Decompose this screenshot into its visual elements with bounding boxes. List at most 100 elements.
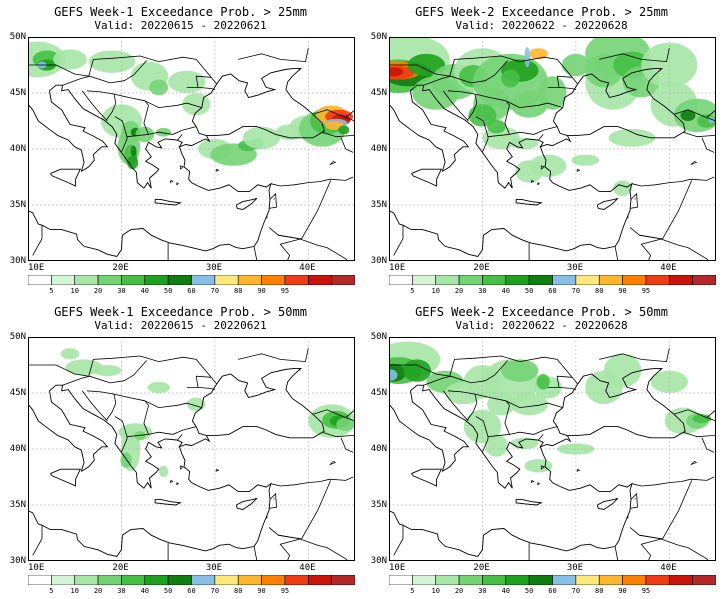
probability-contour <box>336 417 355 432</box>
panel-title: GEFS Week-2 Exceedance Prob. > 50mm <box>415 305 668 319</box>
coastline <box>659 368 663 371</box>
probability-contour <box>561 53 590 77</box>
colorbar-label: 90 <box>257 287 266 295</box>
probability-contour <box>501 69 520 88</box>
country-border <box>423 60 508 86</box>
longitude-label: 30E <box>566 563 584 573</box>
colorbar-swatch <box>121 575 146 585</box>
coastline <box>411 168 443 187</box>
latitude-label: 50N <box>370 332 387 342</box>
colorbar-label: 60 <box>187 287 196 295</box>
probability-contour <box>338 125 350 135</box>
country-border <box>389 55 579 85</box>
probability-contour <box>680 109 696 121</box>
colorbar-swatch <box>261 275 286 285</box>
coastline <box>50 168 82 187</box>
country-border <box>301 480 332 539</box>
country-border <box>144 400 202 409</box>
country-border <box>113 393 150 438</box>
colorbar-swatch <box>528 275 553 285</box>
latitude-label: 45N <box>9 388 26 398</box>
country-border <box>683 131 716 138</box>
panel-valid-dates: Valid: 20220615 - 20220621 <box>94 19 267 32</box>
country-border <box>547 387 577 390</box>
coastline <box>298 368 302 371</box>
colorbar-label: 90 <box>618 587 627 595</box>
latitude-label: 50N <box>9 332 26 342</box>
colorbar-swatch <box>74 275 99 285</box>
latitude-label: 35N <box>370 500 387 510</box>
probability-map <box>28 337 355 561</box>
country-border <box>345 409 355 418</box>
colorbar-label: 20 <box>454 287 464 295</box>
colorbar-swatch <box>28 275 52 285</box>
longitude-label: 20E <box>112 263 129 273</box>
country-border <box>509 126 558 135</box>
colorbar-label: 10 <box>70 287 79 295</box>
colorbar <box>389 275 716 285</box>
country-border <box>268 492 277 509</box>
colorbar-label: 70 <box>571 287 581 295</box>
colorbar-label: 50 <box>524 287 534 295</box>
colorbar-label: 60 <box>548 287 557 295</box>
country-border <box>629 192 638 209</box>
country-border <box>113 93 150 138</box>
country-border <box>474 393 511 438</box>
colorbar-swatch <box>412 575 437 585</box>
coastline <box>515 198 543 206</box>
colorbar-label: 10 <box>431 587 440 595</box>
country-border <box>312 109 355 122</box>
coastline <box>28 403 85 472</box>
colorbar-label: 40 <box>501 587 510 595</box>
latitude-label: 30N <box>9 556 26 566</box>
longitude-label: 30E <box>205 563 223 573</box>
coastline <box>389 103 446 172</box>
probability-contour <box>88 50 136 73</box>
country-border <box>389 355 579 385</box>
latitude-label: 40N <box>370 144 387 154</box>
colorbar-swatch <box>144 575 169 585</box>
coastline <box>298 68 302 71</box>
probability-contour <box>692 414 712 424</box>
country-border <box>662 180 693 239</box>
coastline <box>191 367 325 439</box>
country-border <box>270 176 354 187</box>
probability-contour <box>708 116 715 124</box>
country-border <box>253 546 258 561</box>
longitude-label: 10E <box>28 563 45 573</box>
country-border <box>393 225 404 256</box>
coastline <box>61 385 211 489</box>
country-border <box>673 409 716 422</box>
colorbar-swatch <box>645 575 670 585</box>
country-border <box>322 431 355 438</box>
country-border <box>505 400 563 409</box>
colorbar-swatch <box>598 575 623 585</box>
country-border <box>340 437 354 453</box>
colorbar-label: 30 <box>478 587 487 595</box>
colorbar-swatch <box>214 275 239 285</box>
colorbar-label: 95 <box>280 287 290 295</box>
map-panel-4: GEFS Week-2 Exceedance Prob. > 50mm Valid… <box>361 300 722 599</box>
coastline <box>50 468 82 487</box>
probability-contour <box>389 67 404 77</box>
country-border <box>701 437 715 453</box>
country-border <box>144 100 202 109</box>
coastline <box>410 84 470 172</box>
country-border <box>270 476 354 487</box>
colorbar-swatch <box>458 275 483 285</box>
colorbar-swatch <box>97 575 122 585</box>
coastline <box>28 146 272 258</box>
country-border <box>599 348 670 363</box>
probability-contour <box>60 348 80 360</box>
country-border <box>32 525 43 556</box>
colorbar-label: 80 <box>233 587 243 595</box>
coastline <box>552 67 686 139</box>
colorbar-swatch <box>237 275 262 285</box>
colorbar <box>28 275 355 285</box>
latitude-label: 45N <box>370 88 387 98</box>
probability-contour <box>468 104 497 127</box>
colorbar-label: 20 <box>93 287 103 295</box>
colorbar-label: 5 <box>410 587 415 595</box>
colorbar-swatch <box>458 575 483 585</box>
colorbar-swatch <box>167 275 192 285</box>
